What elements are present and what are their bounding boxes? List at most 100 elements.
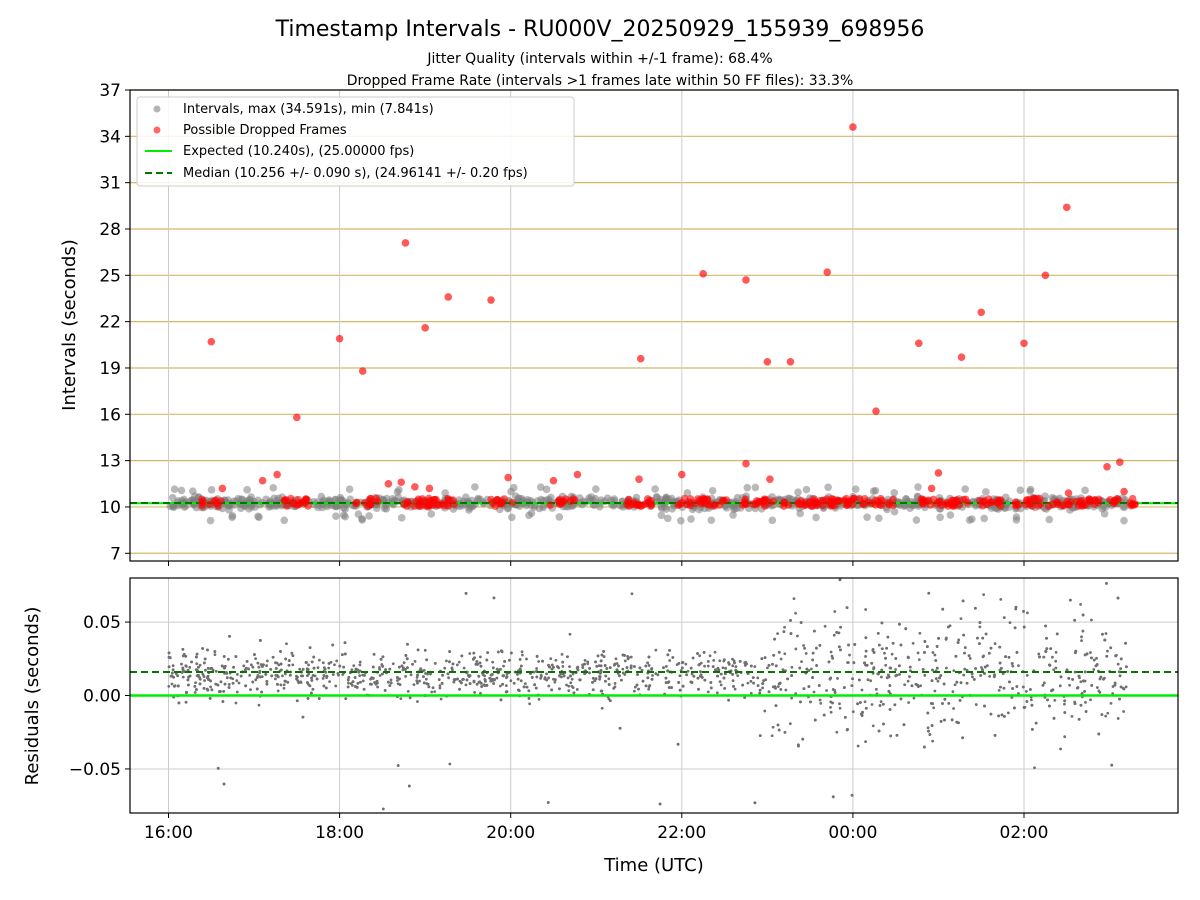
residual-point — [1099, 675, 1103, 679]
residual-point — [671, 656, 675, 659]
interval-point — [980, 514, 988, 523]
residual-point — [274, 667, 278, 670]
residual-point — [1104, 714, 1108, 718]
residual-point — [782, 630, 786, 633]
interval-point — [657, 511, 666, 520]
residual-point — [811, 676, 814, 679]
residual-point — [269, 667, 273, 671]
residual-point — [478, 661, 482, 665]
residual-point — [1100, 713, 1104, 716]
residual-point — [749, 679, 753, 683]
residual-point — [194, 681, 197, 685]
residual-point — [398, 677, 401, 681]
residual-point — [774, 664, 778, 668]
residual-point — [709, 686, 713, 690]
residual-point — [172, 684, 176, 688]
residuals-plot: −0.05 0.00 0.05 16:00 18:00 20:00 22:00 00:00 0… — [22, 577, 1179, 876]
residual-point — [1024, 690, 1028, 693]
residual-point — [1071, 677, 1075, 681]
residual-point — [483, 678, 487, 681]
residual-point — [1122, 710, 1126, 713]
residual-point — [361, 679, 365, 683]
residual-point — [876, 631, 880, 635]
residual-point — [196, 674, 200, 678]
residual-point — [1073, 651, 1077, 655]
residual-point — [244, 684, 248, 688]
residual-point — [248, 673, 252, 677]
dropped-frame-cluster-point — [871, 501, 880, 509]
residual-point — [1098, 690, 1102, 694]
residual-point — [570, 677, 574, 681]
residuals-points — [167, 578, 1128, 811]
residual-point — [226, 657, 230, 661]
residual-point — [914, 682, 918, 686]
dropped-frame-cluster-point — [1128, 494, 1137, 503]
residual-point — [1116, 717, 1120, 720]
interval-point — [1120, 503, 1129, 511]
residual-point — [561, 660, 565, 664]
residual-point — [194, 655, 198, 659]
residual-point — [809, 700, 812, 704]
residual-point — [497, 650, 500, 654]
residual-point — [422, 681, 426, 685]
residual-point — [1079, 680, 1083, 684]
dropped-frame-point — [1041, 271, 1050, 280]
interval-point — [1081, 486, 1089, 495]
residual-point — [1090, 684, 1094, 687]
residual-point — [947, 701, 951, 705]
residual-point — [440, 681, 444, 685]
residual-point — [216, 683, 220, 687]
dropped-frame-cluster-point — [860, 500, 868, 508]
residual-point — [254, 678, 258, 682]
residual-point — [957, 638, 961, 642]
residual-point — [167, 651, 171, 655]
residual-point — [553, 680, 557, 684]
interval-point — [441, 489, 449, 497]
residual-point — [962, 633, 966, 637]
residual-point — [656, 673, 660, 677]
dropped-frame-cluster-point — [919, 496, 927, 505]
residual-point — [520, 650, 524, 654]
residual-point — [774, 686, 777, 690]
residual-point — [519, 664, 523, 668]
residual-point — [543, 676, 547, 680]
residual-point — [781, 668, 785, 672]
residual-point — [596, 654, 600, 658]
residual-point — [880, 647, 884, 651]
residual-point — [207, 678, 210, 681]
residual-point — [786, 677, 790, 681]
residual-point — [1095, 663, 1099, 666]
residual-point — [462, 666, 466, 670]
residual-point — [317, 658, 321, 662]
interval-point — [1012, 516, 1021, 524]
dropped-frame-point — [425, 484, 434, 493]
residual-point — [324, 686, 328, 690]
residual-point — [439, 697, 443, 701]
residual-point — [654, 648, 658, 652]
dropped-frame-point — [635, 475, 643, 483]
residual-point — [489, 673, 493, 677]
residual-point — [389, 678, 393, 682]
residual-point — [718, 659, 722, 663]
residual-point — [491, 679, 495, 682]
residual-point — [943, 718, 946, 722]
residuals-y-axis-label: Residuals (seconds) — [22, 607, 43, 786]
residual-point — [1011, 687, 1015, 690]
dropped-frame-cluster-point — [415, 502, 424, 510]
residual-point — [696, 652, 699, 655]
residual-point — [1053, 698, 1057, 702]
residual-point — [884, 663, 888, 667]
residual-point — [627, 656, 630, 660]
residual-point — [981, 636, 985, 640]
residual-point — [260, 665, 264, 668]
interval-point — [662, 496, 670, 504]
chart-subtitle-jitter: Jitter Quality (intervals within +/-1 fr… — [426, 51, 772, 67]
residual-point — [371, 665, 375, 669]
residual-point — [813, 629, 816, 633]
residual-point — [415, 679, 419, 683]
residual-point — [481, 673, 485, 676]
residual-point — [1092, 668, 1096, 671]
residual-point — [861, 710, 864, 714]
residual-point — [921, 667, 925, 671]
residual-point — [923, 674, 927, 677]
